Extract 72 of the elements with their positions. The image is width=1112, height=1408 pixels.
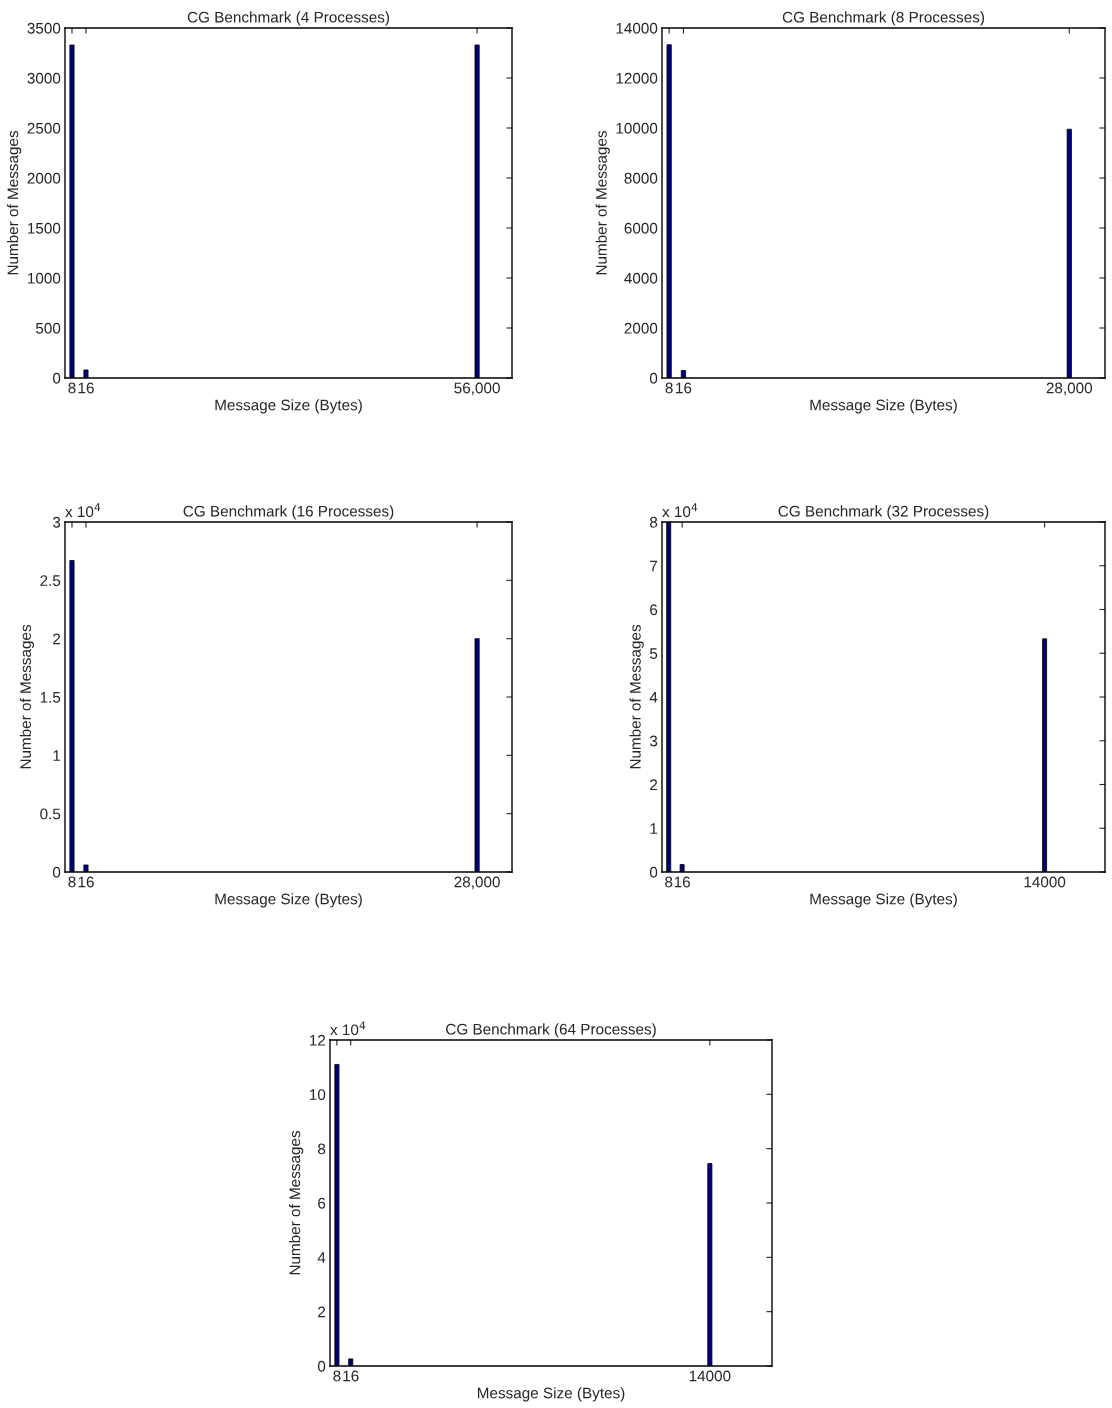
x-axis-title: Message Size (Bytes) — [810, 893, 957, 908]
chart-title: CG Benchmark (16 Processes) — [183, 505, 394, 520]
y-tick-label: 0 — [649, 372, 658, 384]
x-tick-label: 16 — [78, 876, 94, 888]
chart-title: CG Benchmark (4 Processes) — [187, 11, 390, 26]
x-axis-title: Message Size (Bytes) — [477, 1387, 625, 1402]
x-tick-label: 56,000 — [454, 382, 500, 396]
y-tick-label: 1 — [53, 750, 61, 761]
x-tick-label: 14000 — [689, 1370, 731, 1382]
y-tick-label: 6000 — [624, 222, 658, 234]
y-tick-label: 14000 — [616, 22, 658, 34]
text: x 10$^{4}$ — [662, 503, 698, 518]
x-tick-label: 14000 — [1024, 876, 1066, 888]
chart-title: CG Benchmark (8 Processes) — [782, 11, 985, 26]
y-tick-label: 1000 — [28, 272, 61, 284]
x-tick-label: 8 — [665, 382, 673, 394]
x-axis-title: Message Size (Bytes) — [215, 893, 362, 908]
y-axis-title: Number of Messages — [629, 624, 644, 769]
y-tick-label: 1 — [650, 823, 658, 834]
y-tick-label: 0.5 — [40, 808, 61, 820]
y-tick-label: 2000 — [27, 172, 61, 184]
y-tick-label: 0 — [52, 372, 61, 384]
y-tick-label: 8 — [318, 1143, 326, 1155]
x-tick-label: 16 — [78, 382, 94, 394]
y-tick-label: 4 — [649, 692, 658, 703]
y-axis-title: Number of Messages — [595, 130, 610, 275]
y-tick-label: 1500 — [28, 222, 61, 234]
y-tick-label: 10000 — [616, 122, 658, 134]
y-tick-label: 3000 — [27, 72, 61, 84]
y-tick-label: 5 — [649, 648, 658, 659]
y-tick-label: 0 — [317, 1360, 326, 1372]
y-tick-label: 2 — [318, 1306, 326, 1318]
y-tick-label: 7 — [650, 560, 658, 572]
text: x 10$^{4}$ — [65, 503, 101, 518]
y-tick-label: 12 — [310, 1034, 326, 1046]
x-tick-label: 8 — [68, 876, 76, 888]
x-tick-label: 28,000 — [454, 876, 500, 890]
x-tick-label: 16 — [676, 382, 692, 394]
y-tick-label: 2 — [53, 633, 61, 645]
y-axis-title: Number of Messages — [289, 1130, 304, 1275]
y-tick-label: 8 — [650, 516, 658, 528]
y-axis-title: Number of Messages — [7, 130, 22, 275]
x-axis-title: Message Size (Bytes) — [215, 399, 362, 414]
x-tick-label: 16 — [674, 876, 690, 888]
x-tick-label: 16 — [343, 1370, 359, 1382]
y-tick-label: 2500 — [27, 122, 61, 134]
y-tick-label: 1.5 — [40, 692, 61, 703]
y-tick-label: 6 — [650, 604, 658, 616]
x-tick-label: 8 — [68, 382, 76, 394]
y-tick-label: 8000 — [624, 172, 658, 184]
y-tick-label: 0 — [649, 866, 658, 878]
y-tick-label: 2 — [650, 779, 658, 791]
y-tick-label: 0 — [52, 866, 61, 878]
chart-title: CG Benchmark (32 Processes) — [778, 505, 989, 520]
y-tick-label: 3 — [52, 516, 61, 528]
y-tick-label: 2000 — [624, 322, 658, 334]
y-tick-label: 500 — [35, 322, 61, 334]
text: x 10$^{4}$ — [330, 1021, 366, 1036]
y-tick-label: 12000 — [616, 72, 658, 84]
x-axis-title: Message Size (Bytes) — [810, 399, 957, 414]
x-tick-label: 28,000 — [1046, 382, 1093, 396]
y-tick-label: 2.5 — [40, 575, 61, 587]
y-axis-title: Number of Messages — [19, 624, 35, 769]
x-tick-label: 8 — [333, 1370, 341, 1382]
y-tick-label: 4 — [317, 1252, 326, 1263]
y-tick-label: 6 — [318, 1197, 326, 1209]
y-tick-label: 4000 — [624, 272, 658, 284]
x-tick-label: 8 — [665, 876, 673, 888]
y-tick-label: 10 — [310, 1089, 326, 1101]
y-tick-label: 3 — [649, 735, 658, 747]
chart-title: CG Benchmark (64 Processes) — [446, 1023, 656, 1038]
y-tick-label: 3500 — [27, 22, 61, 34]
